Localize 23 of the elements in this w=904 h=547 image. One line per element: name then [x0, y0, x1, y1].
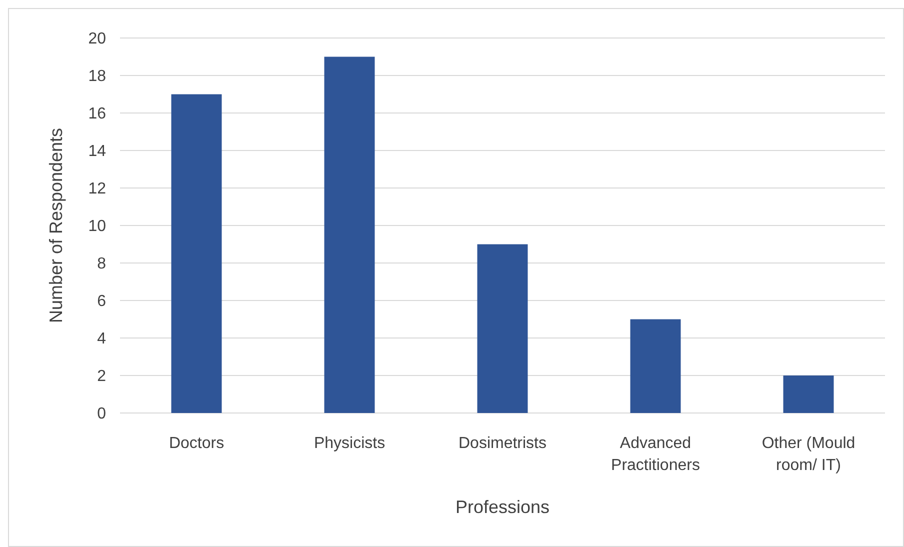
x-tick-label: Advanced Practitioners — [611, 435, 700, 474]
y-tick-label: 16 — [88, 106, 106, 123]
bar — [324, 56, 375, 413]
y-tick-label: 10 — [88, 218, 106, 236]
bar — [630, 319, 681, 413]
y-tick-label: 2 — [97, 368, 106, 386]
bar — [783, 376, 834, 413]
x-tick-label: Physicists — [314, 435, 386, 452]
x-tick-label: Other (Mould room/ IT) — [762, 435, 856, 474]
bar — [477, 244, 528, 413]
y-tick-label: 20 — [88, 30, 106, 48]
x-axis-title: Professions — [455, 497, 550, 517]
x-tick-label: Dosimetrists — [458, 435, 547, 452]
y-tick-label: 12 — [88, 180, 106, 198]
bar — [171, 94, 222, 413]
y-axis-title: Number of Respondents — [46, 128, 66, 324]
y-tick-label: 14 — [88, 143, 106, 160]
y-tick-label: 8 — [97, 256, 106, 273]
x-tick-label: Doctors — [168, 435, 224, 452]
y-tick-label: 6 — [97, 293, 106, 310]
y-tick-label: 0 — [97, 406, 106, 423]
y-tick-label: 4 — [97, 330, 106, 348]
y-tick-label: 18 — [88, 68, 106, 86]
